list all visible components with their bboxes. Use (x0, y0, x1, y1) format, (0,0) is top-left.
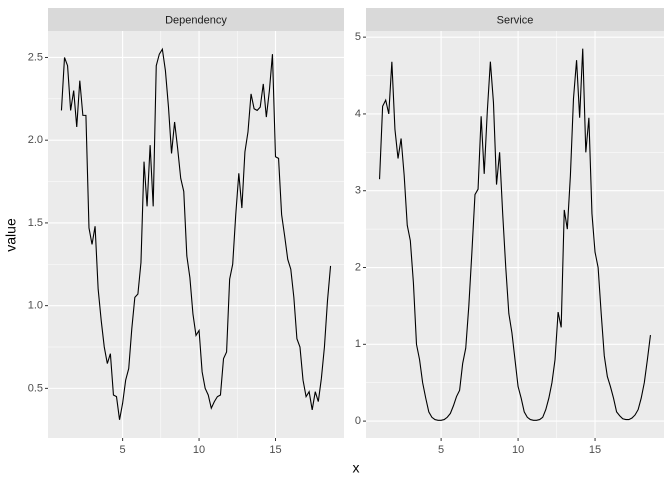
y-tick-label: 0.5 (28, 382, 43, 394)
strip-text: Dependency (165, 14, 227, 26)
y-tick-label: 2.5 (28, 51, 43, 63)
data-line (379, 48, 651, 421)
y-tick-label: 0 (355, 415, 361, 427)
strip (366, 8, 664, 31)
y-tick-label: 1 (355, 338, 361, 350)
y-tick-label: 2.0 (28, 134, 43, 146)
y-tick-label: 4 (355, 108, 361, 120)
y-axis-title: value (3, 218, 19, 252)
panel-background (366, 31, 664, 438)
y-tick-label: 1.5 (28, 217, 43, 229)
strip-text: Service (497, 14, 534, 26)
y-tick-label: 1.0 (28, 300, 43, 312)
x-tick-label: 5 (438, 444, 444, 456)
x-axis-title: x (353, 460, 360, 476)
x-tick-label: 5 (120, 444, 126, 456)
x-tick-label: 10 (193, 444, 205, 456)
data-line (60, 47, 332, 420)
x-tick-label: 15 (269, 444, 281, 456)
x-tick-label: 15 (589, 444, 601, 456)
x-tick-label: 10 (512, 444, 524, 456)
y-tick-label: 3 (355, 185, 361, 197)
strip (48, 8, 344, 31)
y-tick-label: 2 (355, 261, 361, 273)
y-tick-label: 5 (355, 31, 361, 43)
panel-background (48, 31, 344, 438)
